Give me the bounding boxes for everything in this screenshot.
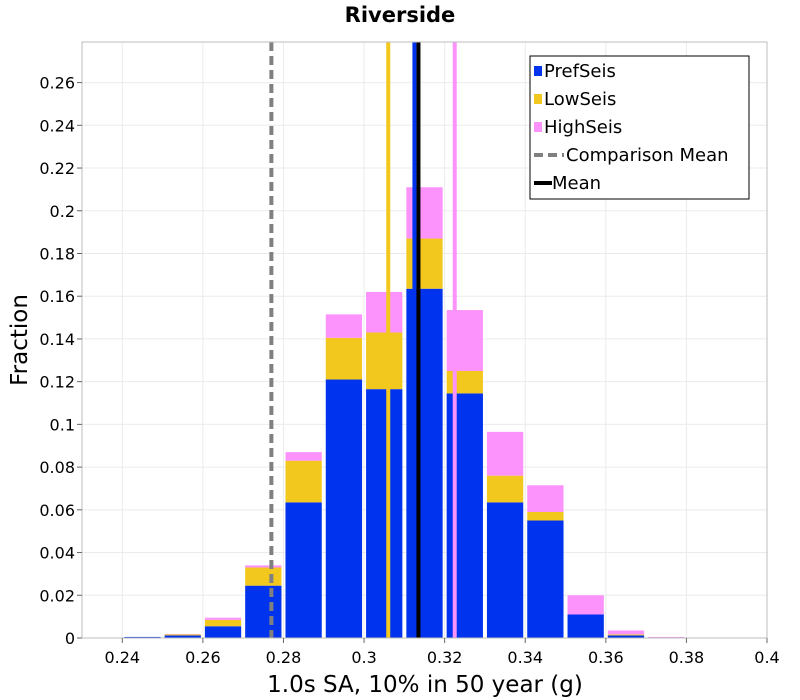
legend-box: [529, 55, 750, 200]
bar-highseis-2: [204, 617, 242, 620]
bar-highseis-4: [285, 452, 322, 461]
x-tick-label-8: 0.4: [754, 648, 779, 667]
bar-prefseis-4: [285, 502, 322, 638]
bar-highseis-10: [527, 485, 564, 512]
y-tick-label-3: 0.06: [39, 501, 75, 520]
bar-highseis-13: [648, 636, 685, 638]
y-axis-label: Fraction: [7, 294, 33, 386]
bar-prefseis-12: [607, 635, 645, 638]
bar-highseis-3: [245, 565, 282, 568]
y-tick-label-6: 0.12: [39, 373, 75, 392]
plot-frame: [81, 41, 768, 639]
bar-lowseis-1: [164, 634, 201, 636]
bar-prefseis-5: [325, 379, 363, 638]
bar-lowseis-9: [486, 475, 524, 503]
bar-prefseis-3: [245, 585, 282, 638]
bar-prefseis-7: [406, 288, 443, 638]
bar-lowseis-12: [607, 634, 645, 636]
y-tick-label-2: 0.04: [39, 544, 75, 563]
legend: PrefSeis LowSeis HighSeis Comparison Mean Me…: [529, 55, 750, 200]
y-tick-label-12: 0.24: [39, 116, 75, 135]
x-tick-label-7: 0.38: [669, 648, 705, 667]
bar-prefseis-9: [486, 502, 524, 638]
bar-prefseis-2: [204, 626, 242, 638]
y-tick-label-0: 0: [65, 629, 75, 648]
y-tick-label-1: 0.02: [39, 586, 75, 605]
bar-highseis-9: [486, 431, 524, 476]
y-tick-label-11: 0.22: [39, 159, 75, 178]
x-tick-label-0: 0.24: [104, 648, 140, 667]
chart-title: Riverside: [345, 3, 456, 27]
legend-swatch-lowseis: [534, 94, 542, 104]
x-tick-label-2: 0.28: [266, 648, 302, 667]
x-tick-label-5: 0.34: [507, 648, 543, 667]
bar-highseis-11: [567, 595, 604, 615]
legend-swatch-highseis: [534, 122, 542, 132]
bar-highseis-6: [366, 291, 403, 333]
y-tick-label-9: 0.18: [39, 244, 75, 263]
legend-swatch-prefseis: [534, 66, 542, 76]
y-tick-label-13: 0.26: [39, 74, 75, 93]
legend-label-lowseis: LowSeis: [544, 89, 616, 110]
bar-prefseis-11: [567, 614, 604, 638]
bar-lowseis-8: [446, 370, 483, 394]
bar-highseis-5: [325, 314, 363, 338]
y-tick-label-4: 0.08: [39, 458, 75, 477]
bar-prefseis-8: [446, 393, 483, 638]
legend-label-comparison-mean: Comparison Mean: [566, 145, 729, 166]
bar-prefseis-1: [164, 635, 201, 638]
bar-lowseis-7: [406, 238, 443, 289]
bar-lowseis-3: [245, 567, 282, 586]
bar-prefseis-6: [366, 389, 403, 638]
bar-lowseis-6: [366, 332, 403, 390]
bar-prefseis-10: [527, 520, 564, 638]
y-tick-label-7: 0.14: [39, 330, 75, 349]
x-axis-label: 1.0s SA, 10% in 50 year (g): [267, 672, 583, 698]
bar-lowseis-2: [204, 619, 242, 627]
bar-lowseis-10: [527, 511, 564, 521]
x-tick-label-4: 0.32: [427, 648, 463, 667]
legend-label-mean: Mean: [552, 173, 601, 194]
x-tick-label-1: 0.26: [185, 648, 221, 667]
x-tick-label-6: 0.36: [588, 648, 624, 667]
bar-highseis-8: [446, 310, 483, 371]
y-tick-label-5: 0.1: [50, 415, 75, 434]
bar-lowseis-5: [325, 337, 363, 380]
bar-prefseis-0: [124, 636, 161, 638]
bar-highseis-12: [607, 630, 645, 635]
y-tick-label-8: 0.16: [39, 287, 75, 306]
y-tick-label-10: 0.2: [50, 202, 75, 221]
legend-label-highseis: HighSeis: [544, 117, 622, 138]
x-tick-label-3: 0.3: [351, 648, 376, 667]
bar-lowseis-4: [285, 460, 322, 503]
bar-highseis-7: [406, 187, 443, 239]
legend-label-prefseis: PrefSeis: [544, 61, 616, 82]
